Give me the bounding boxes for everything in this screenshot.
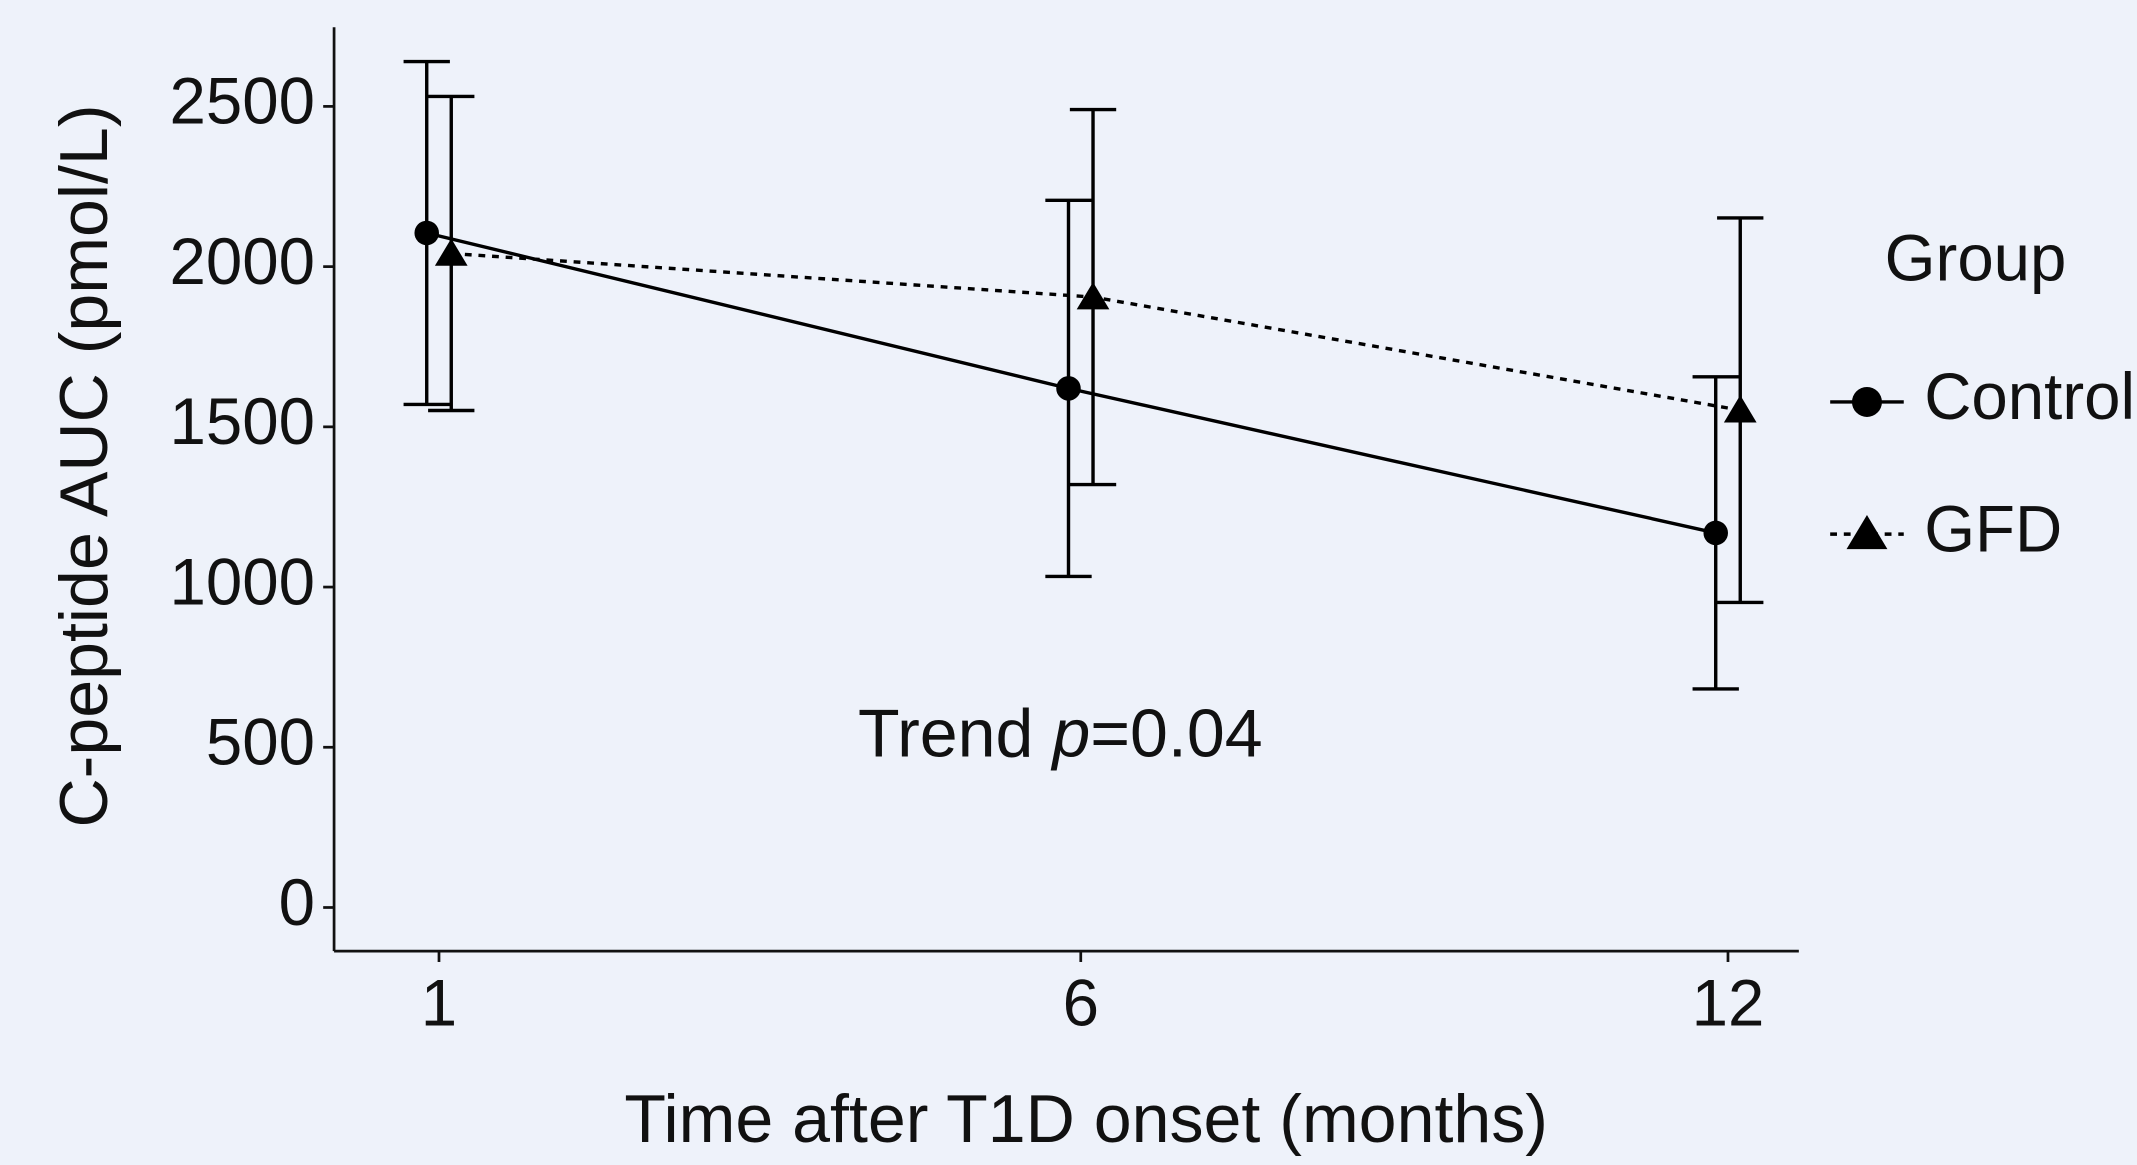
y-tick-label: 1500 <box>170 385 315 458</box>
x-tick-label: 6 <box>1063 967 1099 1040</box>
y-tick-label: 1000 <box>170 545 315 618</box>
annotation-text: =0.04 <box>1090 696 1262 772</box>
point <box>1076 282 1110 310</box>
point <box>1703 520 1728 546</box>
point <box>434 238 468 266</box>
x-axis-label: Time after T1D onset (months) <box>624 1081 1548 1157</box>
point <box>1056 376 1081 401</box>
annotation-text: p <box>1050 696 1090 772</box>
legend-title: Group <box>1885 221 2067 294</box>
y-axis-label: C-peptide AUC (pmol/L) <box>46 105 122 828</box>
x-tick-label: 1 <box>421 967 457 1040</box>
legend-label: GFD <box>1924 492 2062 565</box>
point <box>414 220 439 246</box>
y-tick-label: 500 <box>206 706 315 779</box>
y-tick-label: 0 <box>279 866 315 939</box>
point <box>1723 395 1757 423</box>
legend-marker <box>1846 515 1888 550</box>
legend-label: Control <box>1924 360 2135 433</box>
annotation: Trend p=0.04 <box>858 696 1263 772</box>
legend-marker <box>1851 386 1882 417</box>
y-tick-label: 2000 <box>170 225 315 298</box>
y-tick-label: 2500 <box>170 65 315 138</box>
x-tick-label: 12 <box>1692 967 1765 1040</box>
annotation-text: Trend <box>858 696 1052 772</box>
